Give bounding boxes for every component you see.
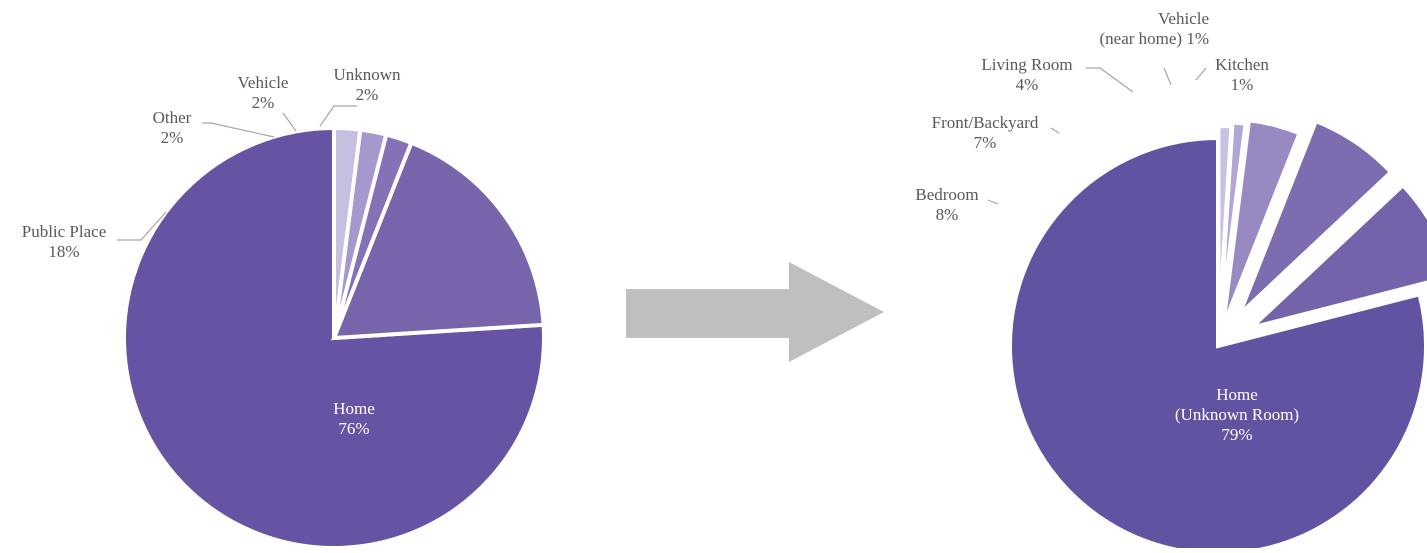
transition-arrow [626,262,884,362]
slice-label-public-place: Public Place 18% [22,222,107,261]
pie-chart-location: Home 76%Public Place 18%Other 2%Vehicle 2%Un… [22,65,546,550]
slice-value-kitchen: 1% [1231,75,1254,94]
slice-label-line: Front/Backyard [932,113,1039,132]
leader-line-public-place [117,211,167,241]
leader-line-living-room [1086,67,1134,93]
slice-label-line: Bedroom [915,185,978,204]
slice-label-vehicle-near-home: Vehicle (near home) 1% [1099,9,1209,48]
leader-line-front-backyard [1050,127,1060,134]
slice-label-unknown: Unknown 2% [333,65,401,104]
slice-label-line: Home [333,399,375,418]
leader-line-kitchen [1195,67,1207,81]
slice-value-other: 2% [161,128,184,147]
pie-slice-unknown [332,125,363,339]
leader-line-vehicle-near-home [1163,67,1172,86]
slice-label-home-unknown-room: Home (Unknown Room) 79% [1175,385,1299,444]
pie-slice-home [122,125,546,550]
slice-label-line: Home [1216,385,1258,404]
slice-label-line: Living Room [981,55,1072,74]
slice-value-living-room: 4% [1016,75,1039,94]
slice-label-home: Home 76% [333,399,375,438]
slice-label-line: Vehicle [238,73,289,92]
slice-label-line: Kitchen [1215,55,1269,74]
slice-value-bedroom: 8% [936,205,959,224]
slice-label-line: (Unknown Room) [1175,405,1299,424]
slice-label-line: (near home) 1% [1099,29,1209,48]
slice-label-line: Vehicle [1158,9,1209,28]
slice-label-living-room: Living Room 4% [981,55,1072,94]
slice-value-vehicle: 2% [252,93,275,112]
slice-label-vehicle: Vehicle 2% [238,73,289,112]
slice-value-home: 76% [338,419,369,438]
slice-value-unknown: 2% [356,85,379,104]
slice-value-public-place: 18% [48,242,79,261]
slice-value-home-unknown-room: 79% [1221,425,1252,444]
pie-slice-home-unknown-room [1008,135,1427,553]
slice-label-bedroom: Bedroom 8% [915,185,978,224]
slice-label-other: Other 2% [153,108,192,147]
pie-slice-vehicle-near-home [1217,120,1248,331]
slice-label-line: Other [153,108,192,127]
leader-line-vehicle [282,112,297,132]
slice-label-line: Unknown [333,65,401,84]
pie-chart-home-rooms: Home (Unknown Room) 79% Bedroom 8% Front/Back… [915,9,1427,553]
slice-value-front-backyard: 7% [974,133,997,152]
slice-label-line: Public Place [22,222,107,241]
leader-line-bedroom [987,199,999,205]
pie-slice-public-place [330,140,546,341]
pie-slice-bedroom [1249,182,1427,330]
slice-label-front-backyard: Front/Backyard 7% [932,113,1039,152]
slice-label-kitchen: Kitchen 1% [1215,55,1269,94]
leader-line-unknown [319,105,357,127]
pie-slice-kitchen [1216,124,1234,335]
leader-line-other [202,122,275,138]
pie-slice-front-backyard [1237,118,1394,317]
pie-slice-living-room [1220,118,1303,328]
